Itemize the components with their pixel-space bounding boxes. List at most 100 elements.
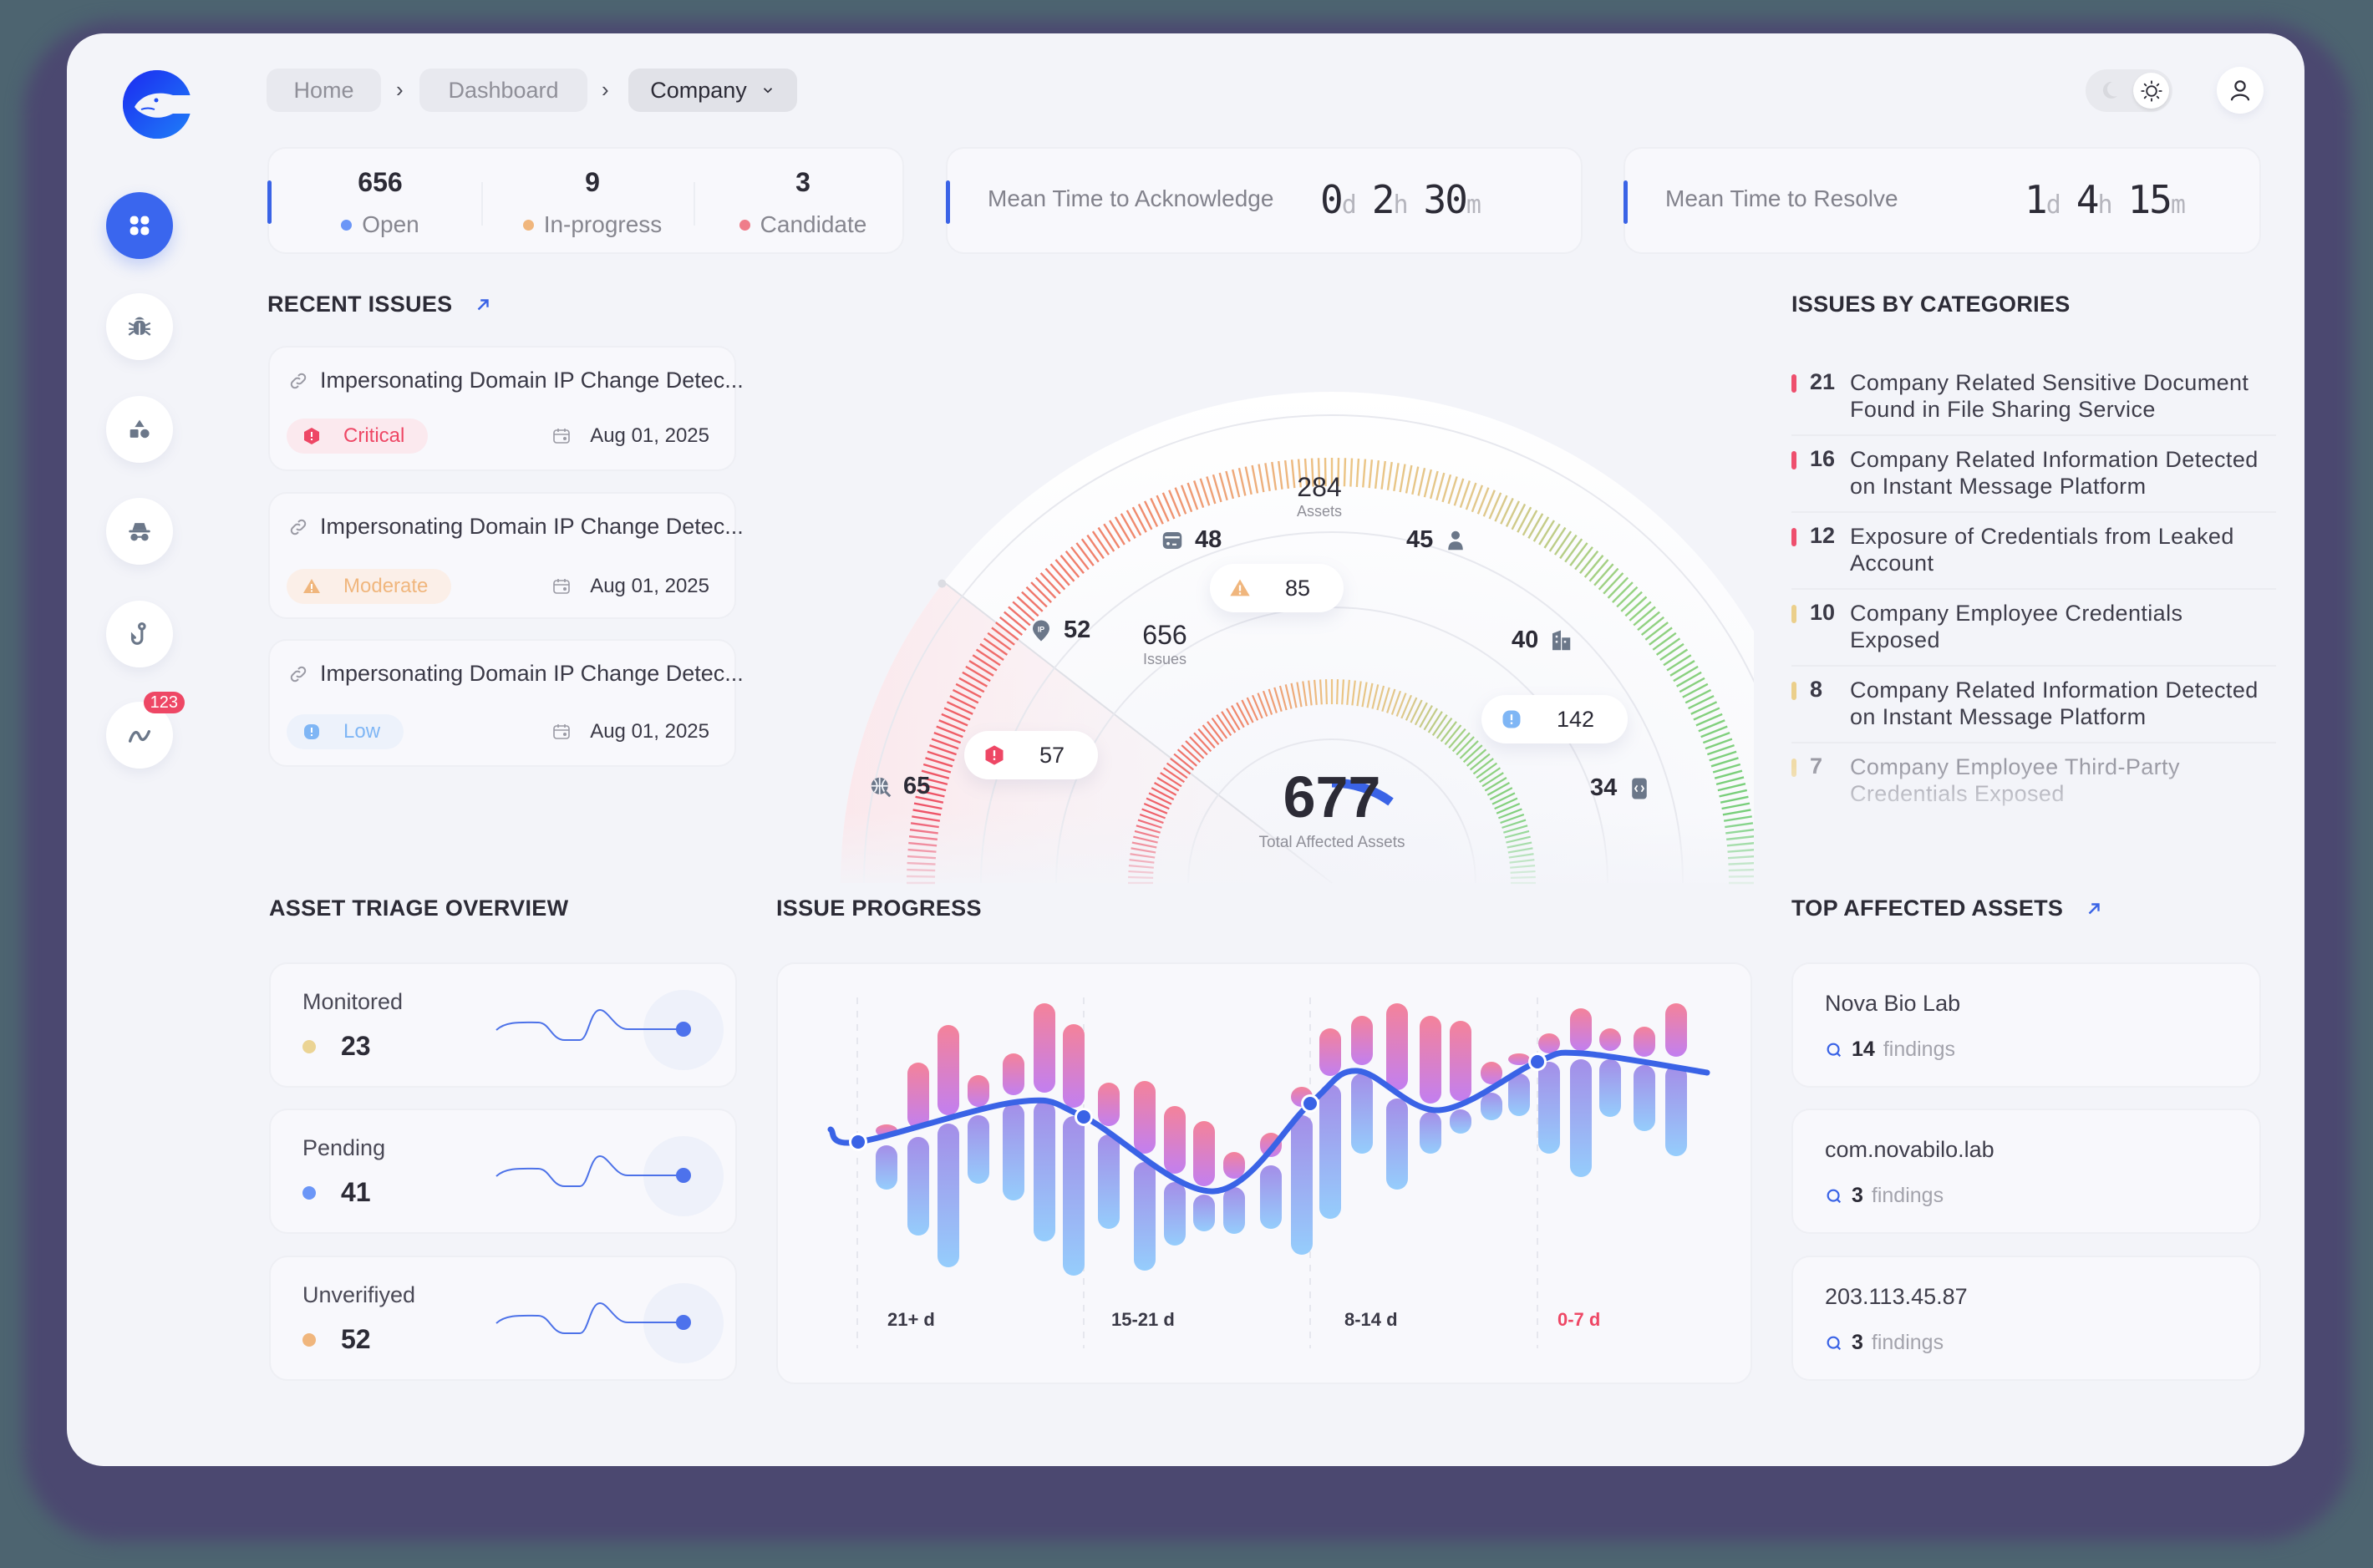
triage-value: 23	[302, 1031, 371, 1062]
sidebar-item-activity[interactable]: 123	[106, 692, 185, 769]
stat-in-progress-label: In-progress	[543, 211, 663, 237]
breadcrumb-home[interactable]: Home	[267, 69, 381, 112]
issue-card[interactable]: Impersonating Domain IP Change Detec... …	[268, 346, 744, 471]
stat-candidate[interactable]: 3 Candidate	[699, 167, 907, 238]
app-logo[interactable]	[123, 70, 191, 139]
triage-title: ASSET TRIAGE OVERVIEW	[269, 896, 569, 921]
issue-card[interactable]: Impersonating Domain IP Change Detec... …	[268, 492, 744, 619]
severity-badge-low: Low	[287, 714, 404, 749]
severity-marker	[1791, 759, 1796, 777]
grid-icon	[130, 216, 150, 236]
asset-findings: 3 findings	[1825, 1331, 1944, 1355]
stat-in-progress-value: 9	[585, 167, 600, 197]
user-avatar-button[interactable]	[2217, 67, 2264, 114]
triage-card-monitored[interactable]: Monitored 23	[269, 962, 737, 1088]
stat-candidate-value: 3	[795, 167, 810, 197]
theme-toggle-knob	[2133, 73, 2169, 109]
triage-card-unverified[interactable]: Unverifiyed 52	[269, 1256, 737, 1381]
triage-header: ASSET TRIAGE OVERVIEW	[269, 896, 568, 921]
mtta-card: Mean Time to Acknowledge 0d 2h 30m	[946, 147, 1583, 254]
arrow-up-right-icon[interactable]	[2085, 900, 2103, 918]
total-affected-assets: 677 Total Affected Assets	[1258, 764, 1405, 851]
triage-label: Unverifiyed	[302, 1282, 416, 1307]
breadcrumb-separator-icon: ›	[602, 77, 609, 102]
stat-open[interactable]: 656 Open	[276, 167, 485, 238]
asset-type-mobile-app[interactable]: 34	[1590, 774, 1652, 802]
link-icon	[290, 373, 307, 388]
sidebar-item-issues[interactable]	[106, 293, 173, 360]
moon-icon	[2102, 81, 2117, 99]
theme-toggle[interactable]	[2086, 69, 2172, 112]
arrow-up-right-icon[interactable]	[474, 296, 492, 314]
mtta-value: 0d 2h 30m	[1320, 177, 1481, 222]
severity-critical-pill[interactable]: 57	[964, 731, 1099, 779]
x-axis-label: 8-14 d	[1344, 1309, 1398, 1330]
severity-marker	[1791, 682, 1796, 700]
info-icon	[304, 724, 319, 739]
search-icon	[1827, 1189, 1842, 1203]
asset-type-card[interactable]: 48	[1160, 526, 1222, 554]
issue-title: Impersonating Domain IP Change Detec...	[320, 661, 744, 686]
mttr-label: Mean Time to Resolve	[1665, 185, 1898, 211]
mttr-card: Mean Time to Resolve 1d 4h 15m	[1623, 147, 2261, 254]
asset-type-ip[interactable]: IP 52	[1029, 617, 1090, 644]
sidebar-item-dashboard[interactable]	[106, 192, 173, 259]
wave-icon	[128, 730, 151, 743]
mtta-label: Mean Time to Acknowledge	[988, 185, 1274, 211]
x-axis-label: 0-7 d	[1557, 1309, 1600, 1330]
asset-card[interactable]: com.novabilo.lab 3 findings	[1791, 1109, 2261, 1234]
category-item[interactable]: 8 Company Related Information Detected on…	[1791, 667, 2276, 743]
triage-card-pending[interactable]: Pending 41	[269, 1109, 737, 1234]
issue-card[interactable]: Impersonating Domain IP Change Detec... …	[268, 639, 744, 767]
progress-header: ISSUE PROGRESS	[776, 896, 982, 921]
x-axis-label: 15-21 d	[1111, 1309, 1175, 1330]
severity-low-pill[interactable]: 142	[1481, 695, 1629, 743]
issue-date: Aug 01, 2025	[551, 575, 709, 598]
recent-issues-header[interactable]: RECENT ISSUES	[267, 292, 492, 317]
triage-value: 52	[302, 1324, 371, 1355]
mobile-code-icon	[1632, 778, 1648, 799]
category-item[interactable]: 10 Company Employee Credentials Exposed	[1791, 590, 2276, 667]
company-dropdown[interactable]: Company	[628, 69, 797, 112]
stat-in-progress[interactable]: 9 In-progress	[488, 167, 697, 238]
fish-logo-icon	[123, 70, 191, 139]
status-dot-icon	[302, 1332, 316, 1347]
severity-moderate-pill[interactable]: 85	[1210, 564, 1344, 612]
asset-name: 203.113.45.87	[1825, 1284, 1968, 1309]
sidebar-item-phishing[interactable]	[106, 601, 173, 667]
sidebar-item-assets[interactable]	[106, 396, 173, 463]
mttr-value: 1d 4h 15m	[2025, 177, 2186, 222]
top-assets-title: TOP AFFECTED ASSETS	[1791, 896, 2064, 921]
breadcrumb-dashboard[interactable]: Dashboard	[419, 69, 587, 112]
asset-card[interactable]: 203.113.45.87 3 findings	[1791, 1256, 2261, 1381]
progress-title: ISSUE PROGRESS	[776, 896, 982, 921]
asset-type-person[interactable]: 45	[1406, 526, 1468, 554]
category-item[interactable]: 7 Company Employee Third-Party Credential…	[1791, 743, 2276, 819]
svg-text:IP: IP	[1038, 625, 1044, 633]
sidebar-item-incognito[interactable]	[106, 498, 173, 565]
critical-icon	[304, 428, 319, 444]
asset-type-building[interactable]: 40	[1512, 627, 1573, 654]
accent-bar	[946, 180, 950, 224]
asset-card[interactable]: Nova Bio Lab 14 findings	[1791, 962, 2261, 1088]
user-icon	[2230, 80, 2250, 101]
asset-name: Nova Bio Lab	[1825, 991, 1961, 1016]
globe-search-icon	[871, 777, 892, 797]
asset-type-domain[interactable]: 65	[868, 773, 930, 800]
assets-count: 284 Assets	[1296, 472, 1343, 520]
category-item[interactable]: 21 Company Related Sensitive Document Fou…	[1791, 359, 2276, 436]
card-icon	[1162, 531, 1182, 549]
issue-status-card: 656 Open 9 In-progress 3 Candidate	[267, 147, 904, 254]
candidate-dot-icon	[739, 219, 750, 231]
category-item[interactable]: 16 Company Related Information Detected o…	[1791, 436, 2276, 513]
affected-assets-gauge: 65 IP 52 48 45 40 34 57 85	[776, 351, 1823, 894]
top-assets-header[interactable]: TOP AFFECTED ASSETS	[1791, 896, 2103, 921]
issue-progress-chart: 21+ d 15-21 d 8-14 d 0-7 d	[776, 962, 1752, 1384]
category-item[interactable]: 12 Exposure of Credentials from Leaked Ac…	[1791, 513, 2276, 590]
link-icon	[290, 519, 307, 535]
shapes-icon	[130, 419, 150, 439]
triage-label: Monitored	[302, 989, 404, 1014]
severity-marker	[1791, 451, 1796, 469]
sun-icon	[2140, 79, 2162, 102]
categories-header: ISSUES BY CATEGORIES	[1791, 292, 2071, 317]
